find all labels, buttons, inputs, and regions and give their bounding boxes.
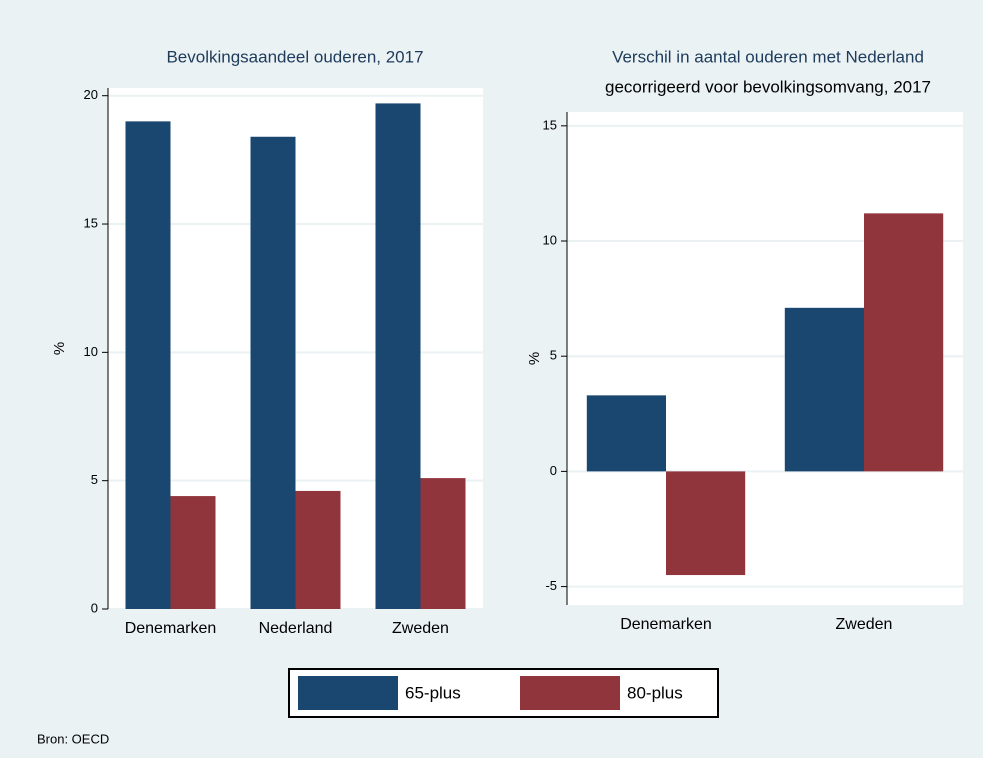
bar	[170, 496, 216, 609]
x-tick-label: Zweden	[392, 620, 449, 637]
legend-swatch	[298, 676, 398, 710]
y-axis-label: %	[526, 352, 543, 365]
bar	[375, 103, 421, 609]
y-tick-label: 10	[543, 232, 557, 247]
x-tick-label: Denemarken	[125, 620, 217, 637]
bar	[295, 490, 341, 609]
source: Bron: OECD	[37, 731, 109, 746]
y-tick-label: 0	[91, 600, 98, 615]
bar	[250, 136, 296, 609]
x-tick-label: Zweden	[836, 616, 893, 633]
bar	[784, 307, 864, 472]
chart-title: Bevolkingsaandeel ouderen, 2017	[166, 47, 423, 66]
chart-title: Verschil in aantal ouderen met Nederland	[612, 47, 924, 66]
y-tick-label: 5	[91, 472, 98, 487]
legend-swatch	[520, 676, 620, 710]
y-axis-label: %	[51, 342, 68, 355]
y-tick-label: 10	[84, 344, 98, 359]
x-tick-label: Denemarken	[620, 616, 712, 633]
y-tick-label: 15	[543, 117, 557, 132]
y-tick-label: 20	[84, 87, 98, 102]
bar	[666, 471, 746, 576]
y-tick-label: 0	[550, 463, 557, 478]
y-tick-label: -5	[545, 578, 557, 593]
bar	[864, 213, 944, 472]
y-tick-label: 5	[550, 348, 557, 363]
legend-label: 65-plus	[405, 683, 461, 702]
x-tick-label: Nederland	[259, 620, 333, 637]
bar	[125, 121, 171, 609]
legend-label: 80-plus	[627, 683, 683, 702]
bar	[420, 478, 466, 609]
bar	[586, 395, 666, 472]
y-tick-label: 15	[84, 215, 98, 230]
chart-subtitle: gecorrigeerd voor bevolkingsomvang, 2017	[605, 77, 931, 96]
